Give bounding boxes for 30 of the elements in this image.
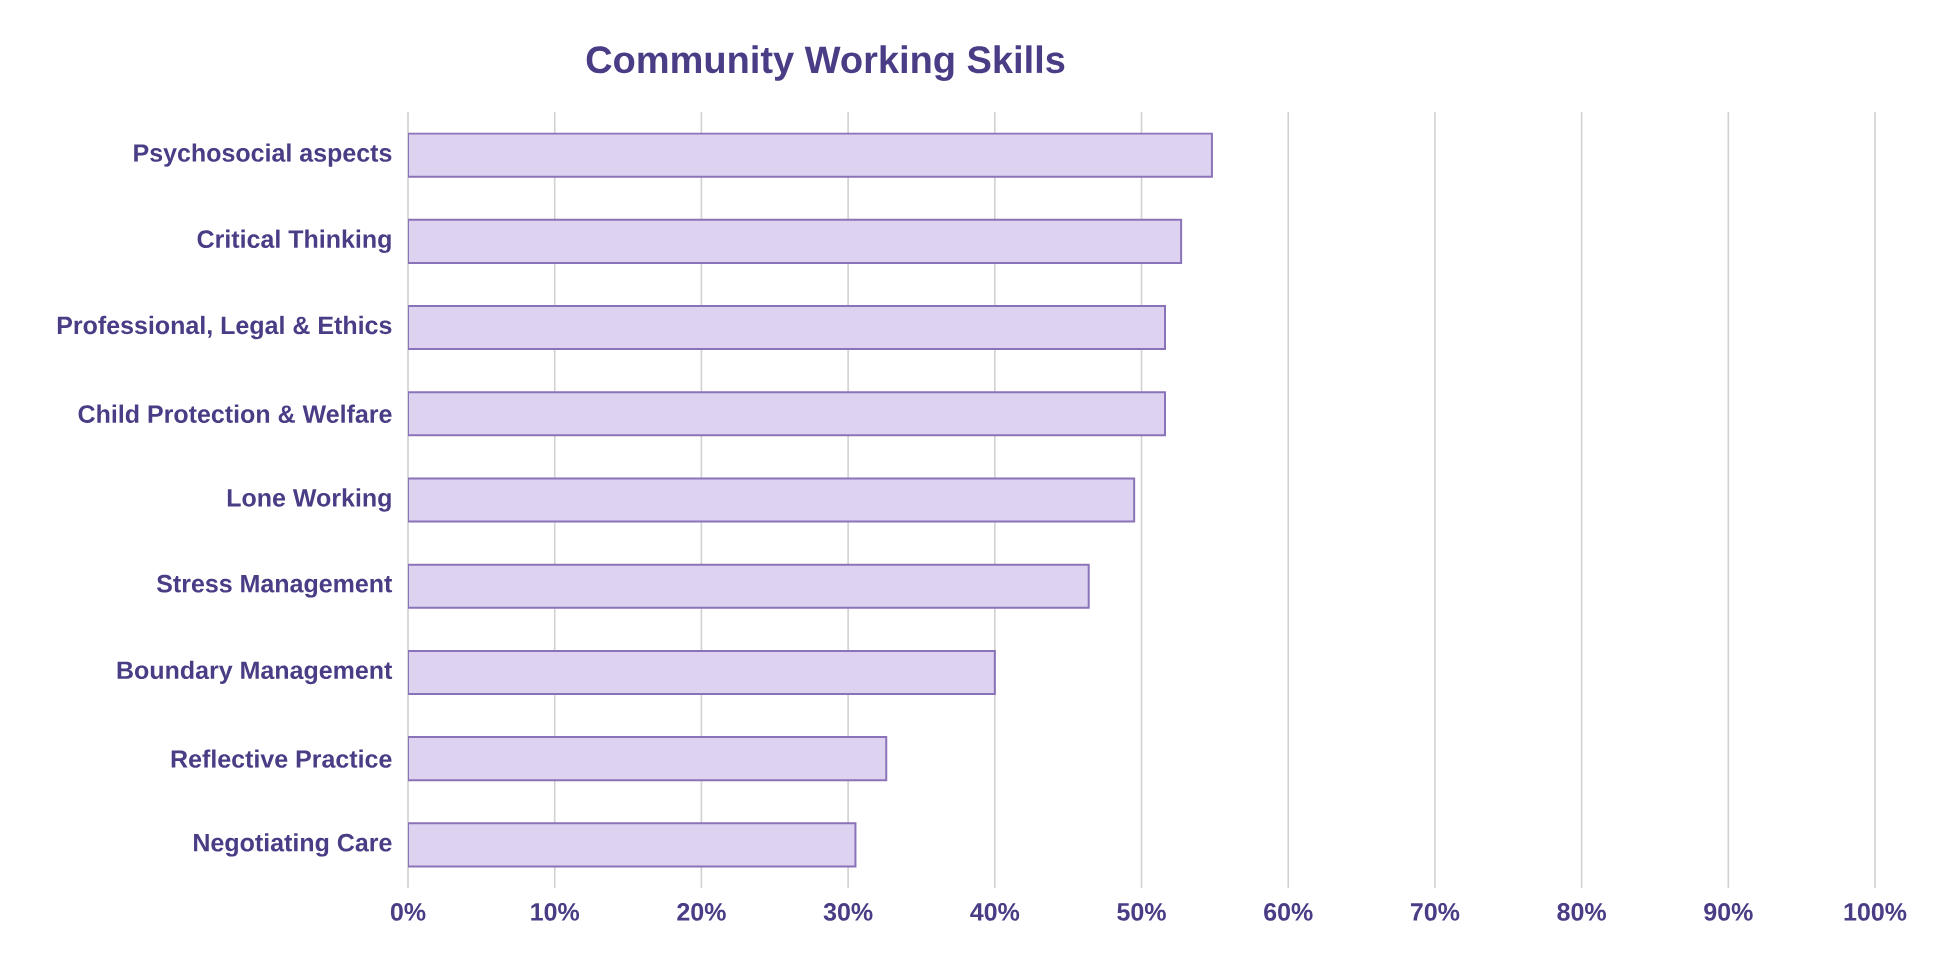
y-tick-label: Stress Management	[156, 574, 393, 598]
x-tick-label: 100%	[1844, 903, 1907, 921]
bar	[408, 305, 1166, 351]
x-tick-label: 40%	[970, 903, 1020, 921]
bar	[408, 391, 1166, 437]
x-tick-label: 70%	[1410, 903, 1460, 921]
y-tick-label: Boundary Management	[117, 660, 393, 685]
x-tick-label: 10%	[531, 903, 580, 921]
y-tick-label: Reflective Practice	[171, 749, 392, 768]
bar	[408, 477, 1136, 523]
bar	[408, 822, 857, 868]
x-tick-label: 20%	[677, 903, 726, 921]
y-tick-label: Child Protection & Welfare	[78, 404, 392, 423]
y-tick-label: Critical Thinking	[197, 229, 391, 254]
x-tick-label: 30%	[823, 903, 873, 921]
bar	[408, 132, 1213, 178]
bar	[408, 563, 1090, 609]
y-tick-label: Psychosocial aspects	[134, 143, 392, 167]
bar	[408, 736, 888, 782]
chart-title: Community Working Skills	[586, 45, 1065, 81]
x-tick-label: 60%	[1264, 903, 1313, 921]
y-tick-label: Lone Working	[227, 488, 391, 512]
x-tick-label: 80%	[1557, 903, 1606, 921]
x-tick-label: 0%	[390, 903, 426, 921]
bar	[408, 649, 996, 695]
y-tick-label: Professional, Legal & Ethics	[57, 315, 392, 340]
y-tick-label: Negotiating Care	[194, 833, 392, 857]
x-tick-label: 90%	[1704, 903, 1753, 921]
bar	[408, 218, 1183, 264]
x-tick-label: 50%	[1117, 903, 1166, 921]
